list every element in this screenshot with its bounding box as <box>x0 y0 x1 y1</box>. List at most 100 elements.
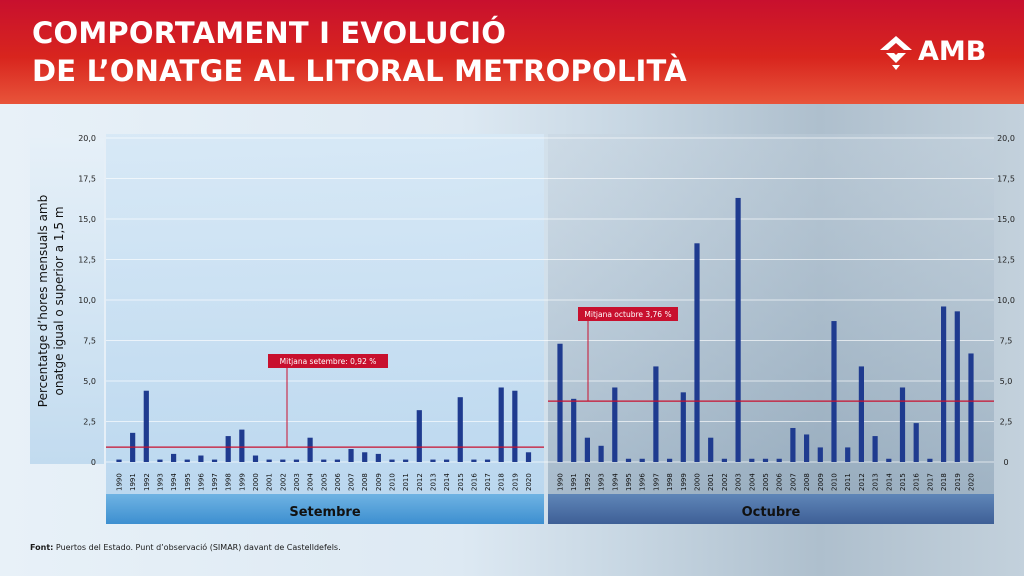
y-tick-label-left: 20,0 <box>78 134 96 143</box>
panel-octubre-background <box>548 134 994 524</box>
bar-octubre-2008 <box>804 434 810 462</box>
bar-octubre-2003 <box>735 197 741 462</box>
bar-setembre-1990 <box>116 459 122 462</box>
mean-label-setembre: Mitjana setembre: 0,92 % <box>280 357 377 366</box>
panel-setembre-band <box>106 494 544 524</box>
bar-octubre-2011 <box>845 447 851 462</box>
bar-octubre-1993 <box>598 445 604 462</box>
bar-octubre-2018 <box>941 306 947 462</box>
x-tick-label-octubre: 2009 <box>817 473 825 491</box>
bar-setembre-2014 <box>444 459 450 462</box>
bar-octubre-1991 <box>571 398 577 462</box>
x-tick-label-octubre: 2004 <box>748 473 756 491</box>
bar-octubre-2006 <box>776 458 782 462</box>
bar-setembre-2017 <box>484 459 491 462</box>
y-tick-label-left: 12,5 <box>78 256 96 265</box>
x-tick-label-setembre: 1993 <box>156 473 164 491</box>
bar-setembre-2002 <box>280 459 286 462</box>
x-tick-label-setembre: 2007 <box>348 473 356 491</box>
x-tick-label-octubre: 2006 <box>776 473 784 491</box>
page-title-line-2: DE L’ONATGE AL LITORAL METROPOLITÀ <box>32 54 687 88</box>
x-tick-label-octubre: 1995 <box>625 473 633 491</box>
y-tick-label-right: 12,5 <box>997 256 1015 265</box>
x-tick-label-octubre: 2017 <box>926 473 934 491</box>
y-tick-label-left: 0 <box>91 458 96 467</box>
x-tick-label-octubre: 2003 <box>735 473 743 491</box>
x-tick-label-octubre: 2013 <box>872 473 880 491</box>
bar-octubre-2000 <box>694 243 700 462</box>
bar-setembre-1993 <box>157 459 163 462</box>
bar-setembre-2008 <box>362 452 368 462</box>
x-tick-label-setembre: 2020 <box>525 473 533 491</box>
bar-octubre-2014 <box>886 458 892 462</box>
x-tick-label-octubre: 1991 <box>570 473 578 491</box>
x-tick-label-octubre: 2020 <box>968 473 976 491</box>
chart-plot-layer: 0 0 2,5 2,5 5,0 5,0 7,5 7,5 10,0 10,0 12,5 12,5 15,0… <box>78 134 1015 520</box>
wave-chart: Percentatge d’hores mensuals amb onatge … <box>30 134 1015 524</box>
x-tick-label-setembre: 2010 <box>389 473 397 491</box>
x-tick-label-setembre: 2011 <box>402 473 410 491</box>
x-tick-label-octubre: 2015 <box>899 473 907 491</box>
x-tick-label-octubre: 1998 <box>666 473 674 491</box>
y-tick-label-left: 15,0 <box>78 215 96 224</box>
bar-octubre-2013 <box>872 436 878 462</box>
x-tick-label-octubre: 1997 <box>652 473 660 491</box>
bar-setembre-2019 <box>512 390 518 462</box>
panel-setembre-background <box>106 134 544 524</box>
source-label: Font: <box>30 543 54 552</box>
bar-setembre-1996 <box>198 455 204 462</box>
x-tick-label-setembre: 1998 <box>225 473 233 491</box>
x-tick-label-setembre: 1995 <box>184 473 192 491</box>
x-tick-label-setembre: 2000 <box>252 473 260 491</box>
x-tick-label-setembre: 1990 <box>116 473 124 491</box>
x-tick-label-octubre: 1992 <box>584 473 592 491</box>
x-tick-label-setembre: 1991 <box>129 473 137 491</box>
bar-octubre-1992 <box>584 437 590 462</box>
bar-octubre-2004 <box>749 458 755 462</box>
bar-setembre-1994 <box>171 453 177 462</box>
page-title-line-1: COMPORTAMENT I EVOLUCIÓ <box>32 16 507 50</box>
bar-setembre-2020 <box>525 452 532 462</box>
x-tick-label-octubre: 1999 <box>680 473 688 491</box>
bar-setembre-1999 <box>239 429 245 462</box>
y-tick-label-right: 17,5 <box>997 175 1015 184</box>
bar-setembre-1995 <box>184 459 190 462</box>
x-tick-label-setembre: 2009 <box>375 473 383 491</box>
bar-setembre-2000 <box>252 455 259 462</box>
bar-setembre-2006 <box>334 459 340 462</box>
source-text: Puertos del Estado. Punt d’observació (S… <box>55 543 341 552</box>
bar-octubre-2015 <box>899 387 906 462</box>
y-tick-label-right: 5,0 <box>1000 377 1013 386</box>
bar-setembre-1998 <box>225 436 231 462</box>
x-tick-label-octubre: 2000 <box>694 473 702 491</box>
amb-logo: AMB <box>880 36 1000 72</box>
bar-setembre-2015 <box>457 397 463 462</box>
y-tick-label-left: 17,5 <box>78 175 96 184</box>
panel-octubre-band <box>548 494 994 524</box>
x-tick-label-octubre: 2008 <box>803 473 811 491</box>
bar-setembre-2004 <box>307 437 313 462</box>
x-tick-label-octubre: 2014 <box>885 473 893 491</box>
x-tick-label-octubre: 2005 <box>762 473 770 491</box>
bar-octubre-2007 <box>790 427 796 462</box>
bar-setembre-1997 <box>211 459 218 462</box>
bar-octubre-2020 <box>968 353 974 462</box>
bar-octubre-1990 <box>557 343 563 462</box>
panel-title-setembre: Setembre <box>289 505 360 520</box>
x-tick-label-setembre: 2005 <box>320 473 328 491</box>
x-tick-label-setembre: 2003 <box>293 473 301 491</box>
bar-setembre-2001 <box>266 459 272 462</box>
x-tick-label-octubre: 2001 <box>707 473 715 491</box>
x-tick-label-octubre: 1990 <box>557 473 565 491</box>
y-tick-label-left: 7,5 <box>83 337 96 346</box>
bar-octubre-2019 <box>954 311 960 462</box>
y-tick-label-left: 5,0 <box>83 377 96 386</box>
bar-octubre-2016 <box>913 423 919 462</box>
bar-octubre-2010 <box>831 321 837 462</box>
bar-octubre-1994 <box>612 387 618 462</box>
x-tick-label-octubre: 1996 <box>639 473 647 491</box>
bar-octubre-1998 <box>667 458 673 462</box>
x-tick-label-octubre: 2012 <box>858 473 866 491</box>
bar-octubre-1995 <box>625 458 632 462</box>
bar-octubre-2005 <box>762 458 769 462</box>
